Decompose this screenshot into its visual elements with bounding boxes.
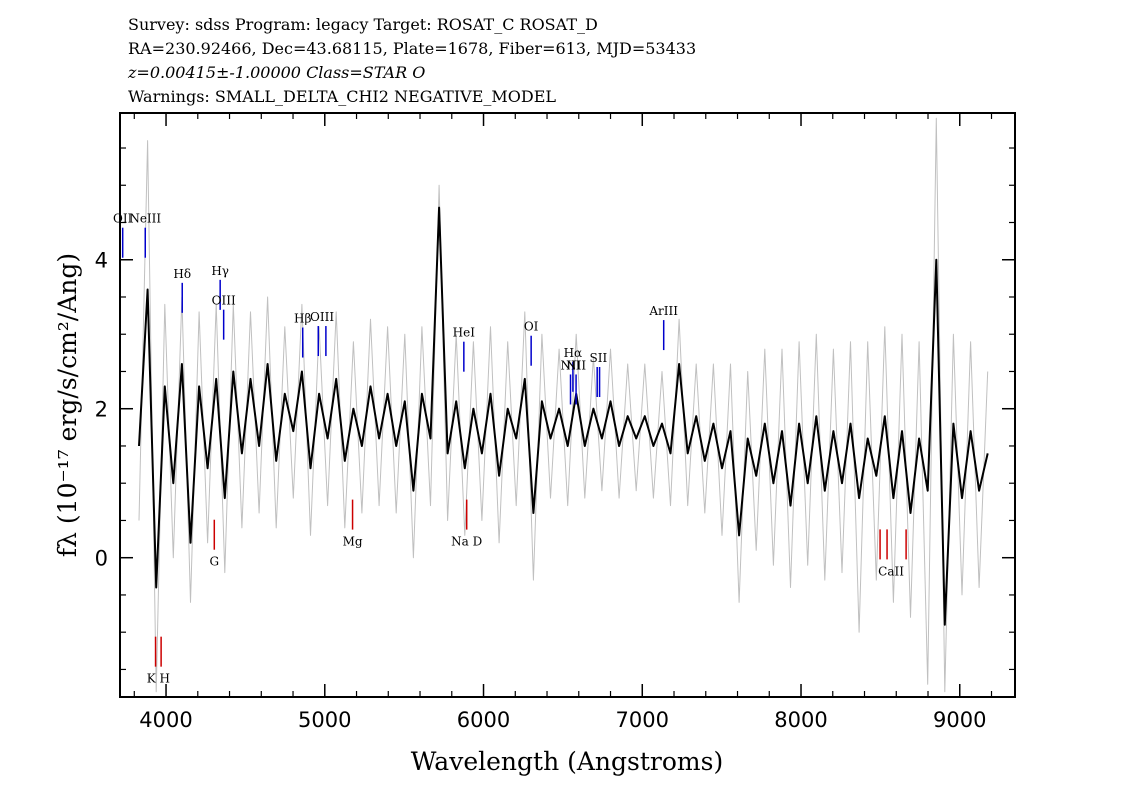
line-label: OIII <box>310 310 334 324</box>
line-label: NII <box>561 358 581 372</box>
line-label: ArIII <box>648 304 678 318</box>
x-tick-label: 9000 <box>933 708 986 732</box>
x-tick-label: 8000 <box>774 708 827 732</box>
x-tick-label: 6000 <box>457 708 510 732</box>
line-label: CaII <box>878 564 904 578</box>
title-line: z=0.00415±-1.00000 Class=STAR O <box>127 63 425 82</box>
line-label: K H <box>147 672 170 686</box>
title-line: RA=230.92466, Dec=43.68115, Plate=1678, … <box>128 39 696 58</box>
line-label: OII <box>113 212 133 226</box>
line-label: Hγ <box>211 264 229 278</box>
x-axis-label: Wavelength (Angstroms) <box>411 747 723 776</box>
line-label: OIII <box>212 294 236 308</box>
x-tick-label: 7000 <box>616 708 669 732</box>
line-label: Na D <box>451 535 482 549</box>
line-label: SII <box>590 351 608 365</box>
title-line: Warnings: SMALL_DELTA_CHI2 NEGATIVE_MODE… <box>128 87 556 106</box>
line-label: NII <box>566 358 586 372</box>
spectrum-line <box>138 117 989 693</box>
x-tick-label: 5000 <box>298 708 351 732</box>
title-line: Survey: sdss Program: legacy Target: ROS… <box>128 15 598 34</box>
line-label: Hα <box>564 346 583 360</box>
line-label: NeIII <box>129 212 161 226</box>
x-tick-label: 4000 <box>139 708 192 732</box>
plot-frame <box>119 112 1016 698</box>
y-tick-label: 0 <box>95 547 108 571</box>
line-label: HeI <box>453 326 476 340</box>
y-tick-label: 4 <box>95 249 108 273</box>
y-tick-label: 2 <box>95 398 108 422</box>
y-axis-label: fλ (10⁻¹⁷ erg/s/cm²/Ang) <box>53 253 82 557</box>
line-label: Hβ <box>294 312 311 326</box>
line-label: Mg <box>343 535 363 549</box>
line-label: G <box>209 555 219 569</box>
line-label: OI <box>524 320 539 334</box>
plot-area <box>121 117 989 693</box>
line-label: Hδ <box>173 267 191 281</box>
spectrum-line <box>138 206 989 626</box>
